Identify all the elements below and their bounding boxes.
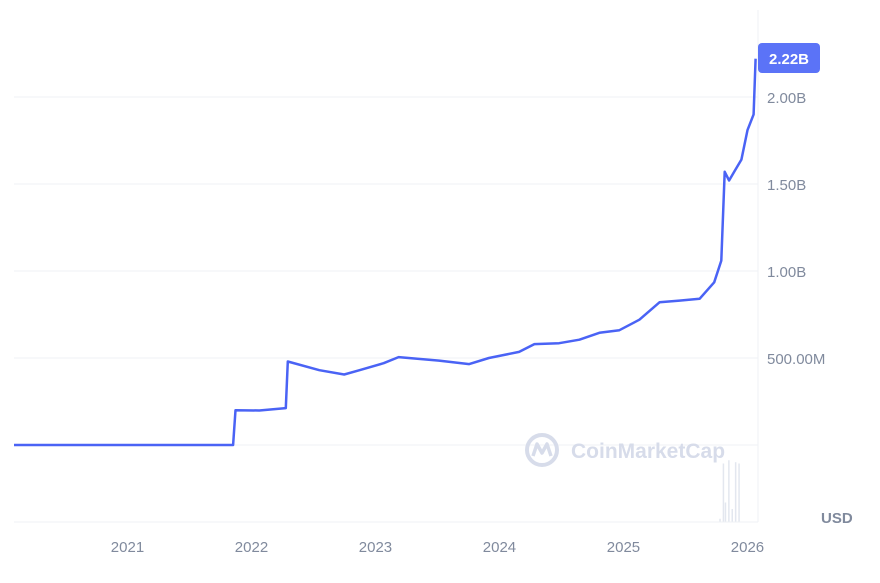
badge-background (758, 43, 820, 73)
x-tick-label: 2021 (111, 539, 144, 556)
series-line (14, 58, 757, 447)
current-value-badge: 2.22B (758, 43, 820, 73)
x-tick-label: 2023 (359, 539, 392, 556)
y-tick-label: 1.50B (767, 177, 806, 194)
watermark: CoinMarketCap (525, 433, 725, 467)
volume-bar (724, 502, 727, 522)
volume-bar (734, 462, 737, 522)
volume-bar (738, 463, 740, 522)
y-tick-label: 1.00B (767, 264, 806, 281)
current-value-label: 2.22B (769, 51, 809, 68)
gridlines (14, 96, 758, 446)
x-tick-label: 2025 (607, 539, 640, 556)
y-axis-ticks: 500.00M 1.00B 1.50B 2.00B (767, 90, 825, 368)
volume-bar (722, 463, 725, 522)
x-tick-label: 2022 (235, 539, 268, 556)
coinmarketcap-logo-mark (531, 442, 553, 457)
x-tick-label: 2024 (483, 539, 516, 556)
currency-label: USD (821, 510, 853, 527)
coinmarketcap-logo-icon (525, 433, 559, 467)
x-tick-label: 2026 (731, 539, 764, 556)
y-tick-label: 500.00M (767, 351, 825, 368)
x-axis-ticks: 2021 2022 2023 2024 2025 2026 (111, 539, 764, 556)
volume-bar (728, 460, 730, 522)
y-tick-label: 2.00B (767, 90, 806, 107)
watermark-text: CoinMarketCap (571, 440, 725, 463)
volume-bar (731, 509, 734, 522)
volume-bars (719, 460, 740, 522)
volume-bar (719, 518, 721, 522)
